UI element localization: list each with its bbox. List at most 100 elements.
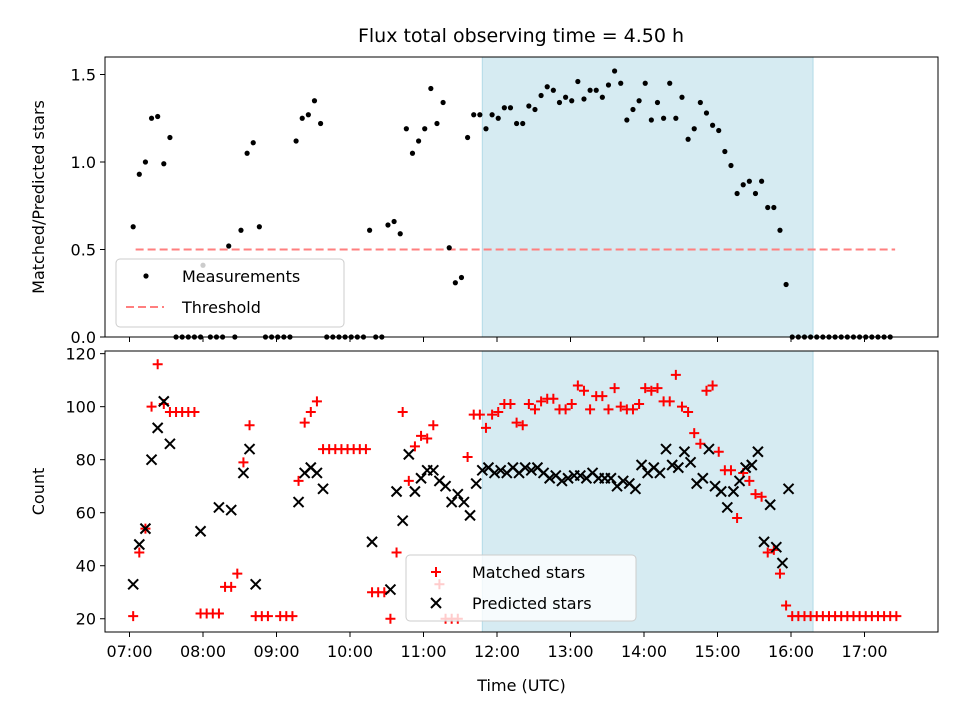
matched-star-point xyxy=(397,406,408,417)
measurement-point xyxy=(477,112,483,118)
predicted-star-point xyxy=(403,448,415,461)
measurement-point xyxy=(136,171,142,177)
measurement-point xyxy=(734,190,740,197)
measurement-point xyxy=(722,148,728,155)
matched-star-point xyxy=(713,446,724,457)
matched-star-point xyxy=(750,489,761,500)
matched-star-point xyxy=(572,380,583,391)
matched-star-point xyxy=(462,452,473,463)
predicted-star-point xyxy=(660,443,672,455)
predicted-star-point xyxy=(733,475,746,487)
x-tick-label: 08:00 xyxy=(180,642,226,661)
matched-star-point xyxy=(689,428,700,439)
predicted-star-point xyxy=(151,422,164,434)
measurement-point xyxy=(691,126,697,132)
matched-star-point xyxy=(134,547,145,558)
measurement-point xyxy=(771,204,777,211)
measurement-point xyxy=(752,190,759,197)
measurement-point xyxy=(311,98,318,104)
matched-star-point xyxy=(725,465,736,476)
predicted-star-point xyxy=(776,557,789,569)
matched-star-point xyxy=(232,568,243,579)
legend-label: Matched stars xyxy=(472,563,585,582)
predicted-star-point xyxy=(782,483,795,495)
matched-star-point xyxy=(511,417,522,428)
measurement-point xyxy=(550,87,556,93)
predicted-star-point xyxy=(666,459,678,471)
predicted-star-point xyxy=(249,578,262,590)
predicted-star-point xyxy=(543,472,556,484)
x-tick-label: 07:00 xyxy=(106,642,152,661)
matched-star-point xyxy=(128,611,139,622)
measurement-point xyxy=(630,106,636,113)
matched-star-point xyxy=(428,420,439,431)
predicted-star-point xyxy=(390,485,403,498)
predicted-star-point xyxy=(574,469,587,482)
observing-window-band xyxy=(481,56,814,338)
predicted-star-point xyxy=(494,464,507,476)
predicted-star-point xyxy=(752,446,764,458)
predicted-star-point xyxy=(317,483,329,495)
matched-star-point xyxy=(646,385,657,396)
legend: Matched stars Predicted stars xyxy=(405,554,637,622)
measurement-point xyxy=(256,224,262,230)
measurement-point xyxy=(471,112,477,118)
measurement-point xyxy=(155,113,161,120)
matched-star-point xyxy=(627,404,638,415)
predicted-star-point xyxy=(237,467,250,479)
matched-star-point xyxy=(536,396,547,407)
measurement-point xyxy=(667,80,673,86)
y-tick-label: 40 xyxy=(76,557,96,576)
predicted-star-point xyxy=(519,461,531,474)
measurement-point xyxy=(244,150,250,156)
measurement-point xyxy=(422,126,428,132)
measurement-point xyxy=(599,94,605,100)
matched-star-point xyxy=(360,444,371,455)
matched-star-point xyxy=(391,547,402,558)
matched-star-point xyxy=(683,406,694,417)
measurement-point xyxy=(391,218,397,225)
matched-star-point xyxy=(152,359,163,370)
matched-star-point xyxy=(707,380,718,391)
predicted-star-point xyxy=(684,456,697,469)
matched-star-point xyxy=(523,399,534,410)
matched-star-point xyxy=(578,385,589,396)
measurement-point xyxy=(293,138,299,144)
predicted-star-point xyxy=(415,472,427,484)
predicted-star-point xyxy=(525,464,538,476)
matched-star-point xyxy=(416,430,427,441)
measurement-point xyxy=(483,126,489,132)
predicted-star-point xyxy=(384,583,397,596)
predicted-star-point xyxy=(739,461,752,474)
matched-star-point xyxy=(529,404,540,415)
measurement-point xyxy=(605,82,612,88)
predicted-star-point xyxy=(697,472,709,484)
predicted-star-point xyxy=(452,488,464,500)
measurement-point xyxy=(544,84,550,90)
matched-star-point xyxy=(774,568,785,579)
measurement-point xyxy=(130,224,136,230)
matched-star-point xyxy=(676,401,687,412)
measurement-point xyxy=(507,105,514,111)
predicted-star-point xyxy=(133,538,146,551)
matched-star-point xyxy=(585,404,596,415)
x-tick-label: 13:00 xyxy=(547,642,593,661)
y-tick-label: 0.5 xyxy=(71,241,96,260)
measurement-point xyxy=(538,92,544,99)
predicted-star-point xyxy=(458,496,470,508)
measurement-point xyxy=(520,120,526,127)
chart-title: Flux total observing time = 4.50 h xyxy=(358,25,684,47)
measurement-point xyxy=(673,115,679,121)
matched-star-point xyxy=(487,409,498,420)
predicted-star-point xyxy=(396,514,409,527)
matched-star-point xyxy=(634,399,645,410)
legend-marker-predicted xyxy=(430,597,442,609)
matched-star-point xyxy=(560,404,571,415)
predicted-star-point xyxy=(470,477,482,490)
measurement-point xyxy=(746,178,752,184)
measurement-point xyxy=(636,98,642,104)
matched-star-point xyxy=(238,457,249,468)
predicted-star-point xyxy=(758,536,770,548)
y-tick-label: 1.0 xyxy=(71,153,96,172)
